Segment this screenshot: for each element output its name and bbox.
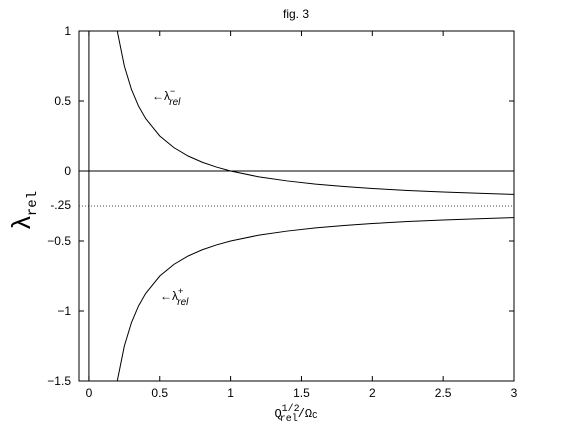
annotation-sup: − [170,86,175,96]
y-tick-label: −0.5 [47,234,71,248]
y-axis-label: λrel [6,191,41,229]
y-tick-label: −1 [57,304,71,318]
y-label-sub: rel [25,191,41,216]
annotation-sub: rel [177,297,189,308]
x-tick-label: 2 [369,386,376,400]
y-tick-label: 0.5 [54,94,71,108]
annotation-sup: + [178,286,183,296]
y-tick-label: 1 [64,24,71,38]
reference-label: -.25 [50,198,71,212]
y-label-main: λ [6,216,36,229]
x-tick-label: 0.5 [151,386,168,400]
x-axis-label: Q1/2 rel/ΩC [274,403,318,425]
x-tick-label: 3 [511,386,518,400]
x-tick-label: 1.5 [293,386,310,400]
x-tick-label: 1 [227,386,234,400]
x-tick-label: 0 [86,386,93,400]
x-label-sup: 1/2 [282,403,300,415]
series-line [116,217,515,382]
x-tick-label: 2.5 [435,386,452,400]
annotation: ←λ+ rel [160,286,189,308]
series-line [116,30,515,195]
x-label-sub: rel [280,413,298,425]
x-label-rest: /Ω [298,407,312,421]
x-label-rest-sub: C [312,411,318,421]
y-tick-label: 0 [64,164,71,178]
chart-title: fig. 3 [283,7,309,21]
y-tick-label: −1.5 [47,374,71,388]
annotation-text: ←λ [152,89,170,103]
x-label-main: Q [274,407,281,421]
annotation-sub: rel [169,97,181,108]
annotation-text: ←λ [160,289,178,303]
annotation: ←λ− rel [152,86,181,108]
